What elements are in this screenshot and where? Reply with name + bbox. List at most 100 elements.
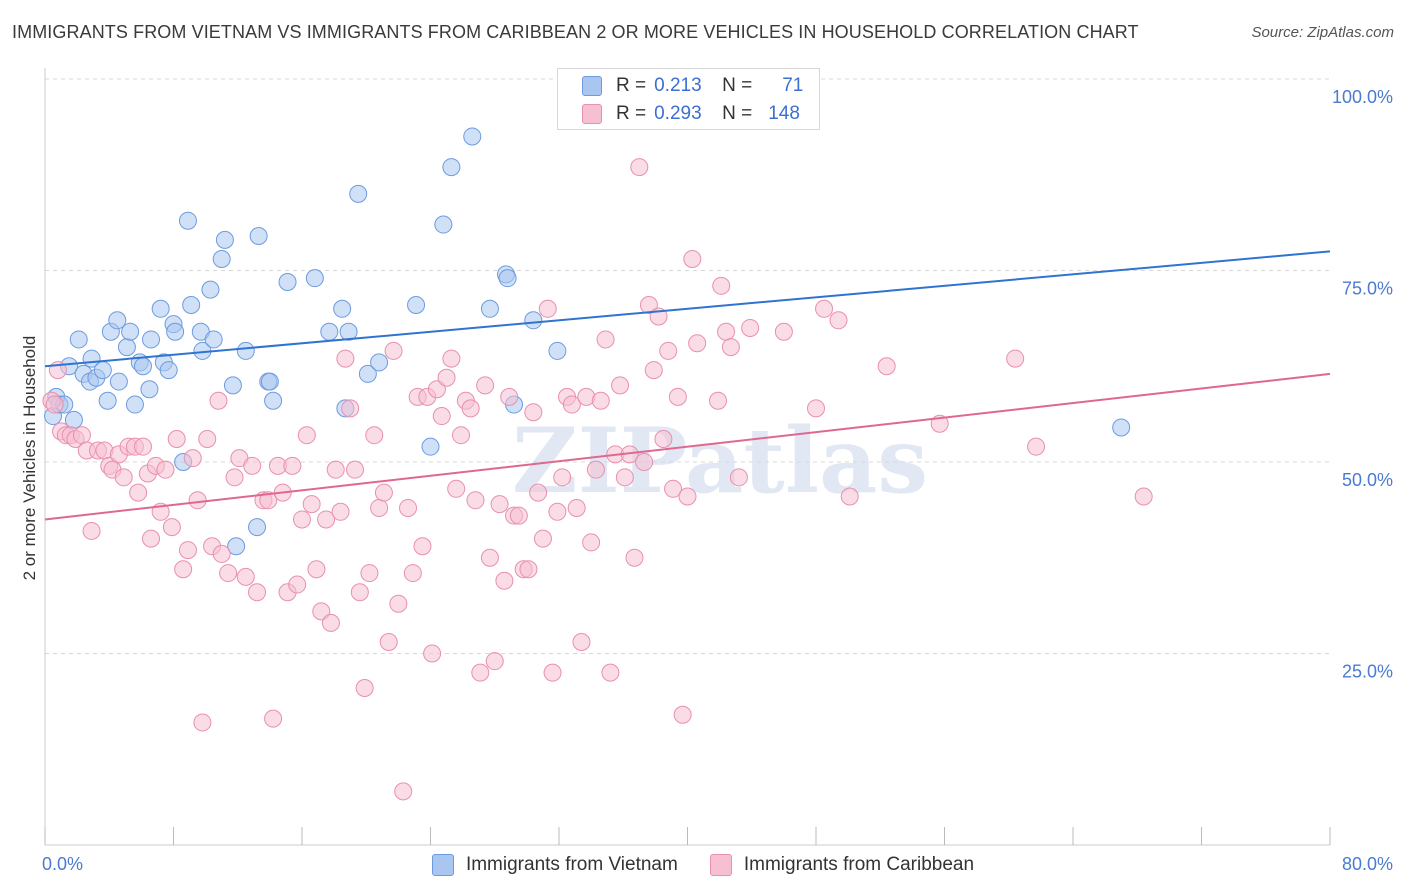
data-point — [142, 529, 161, 548]
data-point — [442, 349, 461, 368]
data-point — [209, 391, 228, 410]
data-point — [562, 395, 581, 414]
data-point — [421, 437, 440, 456]
data-point — [182, 295, 201, 314]
y-tick-labels: 25.0% 50.0% 75.0% 100.0% — [1332, 87, 1393, 682]
data-point — [654, 430, 673, 449]
data-point — [248, 583, 267, 602]
data-point — [302, 495, 321, 514]
data-point — [215, 230, 234, 249]
data-point — [538, 299, 557, 318]
data-point — [434, 215, 453, 234]
data-point — [108, 311, 127, 330]
y-tick-label: 75.0% — [1342, 279, 1393, 299]
data-point — [349, 184, 368, 203]
data-point — [840, 487, 859, 506]
data-point — [630, 158, 649, 177]
data-point — [259, 491, 278, 510]
data-point — [485, 652, 504, 671]
data-point — [374, 483, 393, 502]
data-point — [476, 376, 495, 395]
data-point — [463, 127, 482, 146]
data-point — [688, 334, 707, 353]
data-point — [639, 295, 658, 314]
data-point — [466, 491, 485, 510]
data-point — [389, 594, 408, 613]
data-point — [72, 426, 91, 445]
data-point — [548, 341, 567, 360]
data-point — [384, 341, 403, 360]
data-point — [461, 399, 480, 418]
data-point — [178, 211, 197, 230]
data-point — [350, 583, 369, 602]
data-point — [159, 361, 178, 380]
data-point — [223, 376, 242, 395]
x-tick-label-min: 0.0% — [42, 854, 83, 874]
trendline-caribbean — [44, 372, 1331, 521]
data-point — [297, 426, 316, 445]
data-point — [815, 299, 834, 318]
data-point — [423, 644, 442, 663]
data-point — [321, 613, 340, 632]
data-point — [490, 495, 509, 514]
chart-title: IMMIGRANTS FROM VIETNAM VS IMMIGRANTS FR… — [12, 22, 1139, 42]
data-point — [188, 491, 207, 510]
data-point — [586, 460, 605, 479]
data-point — [509, 506, 528, 525]
data-point — [82, 521, 101, 540]
r-value-vietnam: 0.213 — [654, 75, 702, 96]
data-point — [379, 633, 398, 652]
vietnam-swatch — [582, 76, 602, 96]
data-point — [625, 548, 644, 567]
data-point — [167, 430, 186, 449]
series-caribbean-points — [42, 158, 1153, 801]
data-point — [45, 395, 64, 414]
data-point — [447, 479, 466, 498]
data-point — [93, 361, 112, 380]
data-point — [109, 372, 128, 391]
data-point — [333, 299, 352, 318]
legend-label-caribbean: Immigrants from Caribbean — [743, 854, 975, 875]
data-point — [500, 387, 519, 406]
data-point — [807, 399, 825, 418]
source-credit: Source: ZipAtlas.com — [1251, 24, 1394, 41]
data-point — [174, 560, 193, 579]
data-point — [1027, 437, 1046, 456]
data-point — [198, 430, 217, 449]
data-point — [305, 269, 324, 288]
data-point — [248, 518, 267, 537]
data-point — [307, 560, 326, 579]
data-point — [427, 380, 446, 399]
n-value-caribbean: 148 — [768, 103, 800, 124]
legend-row-vietnam: R = 0.213 N = 71 — [582, 73, 803, 99]
data-point — [358, 364, 377, 383]
data-point — [227, 537, 246, 556]
x-tick-label-max: 80.0% — [1342, 854, 1393, 874]
data-point — [125, 395, 144, 414]
data-point — [678, 487, 697, 506]
data-point — [596, 330, 615, 349]
data-point — [183, 449, 202, 468]
data-point — [1134, 487, 1153, 506]
data-point — [260, 372, 279, 391]
data-point — [288, 575, 307, 594]
data-point — [236, 341, 255, 360]
data-point — [635, 453, 654, 471]
trendlines — [44, 250, 1331, 521]
data-point — [360, 564, 379, 583]
data-point — [320, 322, 339, 341]
data-point — [533, 529, 552, 548]
data-point — [346, 460, 365, 479]
data-point — [498, 269, 517, 288]
data-point — [407, 295, 426, 314]
data-point — [249, 227, 268, 246]
data-point — [129, 483, 148, 502]
r-label: R = — [616, 75, 647, 96]
correlation-legend: R = 0.213 N = 71 R = 0.293 N = 148 — [557, 68, 820, 130]
legend-item-caribbean: Immigrants from Caribbean — [709, 854, 975, 876]
data-point — [193, 713, 212, 732]
data-point — [133, 437, 152, 456]
data-point — [471, 663, 490, 682]
data-point — [365, 426, 384, 445]
